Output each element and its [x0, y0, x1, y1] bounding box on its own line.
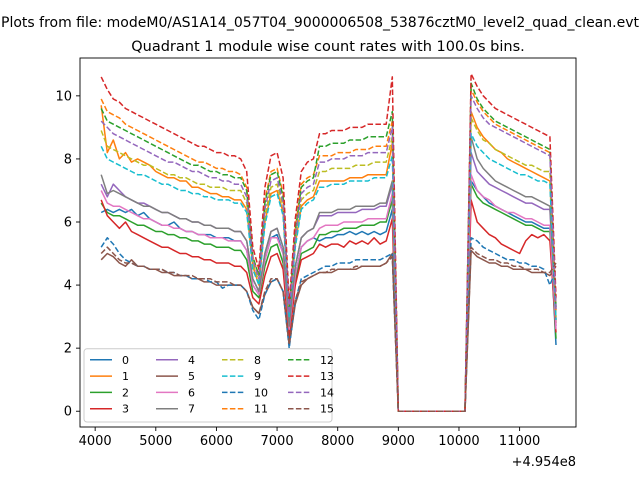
- legend-label-11: 11: [254, 403, 268, 416]
- legend-label-4: 4: [188, 354, 195, 367]
- legend-label-13: 13: [320, 370, 334, 383]
- y-axis: 0 2 4 6 8 10: [55, 89, 80, 420]
- legend-label-7: 7: [188, 403, 195, 416]
- y-tick-label: 2: [64, 342, 72, 357]
- legend-label-1: 1: [122, 370, 129, 383]
- series-line-7: [100, 136, 557, 412]
- legend-label-2: 2: [122, 386, 129, 399]
- legend-label-3: 3: [122, 403, 129, 416]
- legend-label-12: 12: [320, 354, 334, 367]
- y-tick-label: 8: [64, 152, 72, 167]
- legend-label-15: 15: [320, 403, 334, 416]
- legend-label-6: 6: [188, 386, 195, 399]
- x-tick-label: 5000: [139, 434, 172, 449]
- series-line-12: [100, 82, 557, 412]
- x-offset-label: +4.954e8: [512, 455, 576, 470]
- x-axis: 4000 5000 6000 7000 8000 9000 10000 11000: [79, 427, 540, 449]
- y-tick-label: 6: [64, 216, 72, 231]
- x-tick-label: 10000: [438, 434, 479, 449]
- series-line-8: [100, 117, 557, 412]
- series-line-6: [100, 173, 557, 412]
- x-tick-label: 7000: [261, 434, 294, 449]
- x-tick-label: 11000: [499, 434, 540, 449]
- legend-label-14: 14: [320, 386, 334, 399]
- y-tick-label: 0: [64, 405, 72, 420]
- legend-label-5: 5: [188, 370, 195, 383]
- series-layer: [100, 73, 557, 412]
- series-line-13: [100, 73, 557, 412]
- series-line-2: [100, 183, 557, 412]
- axes-frame: [79, 57, 577, 428]
- series-line-1: [100, 105, 557, 412]
- legend-label-10: 10: [254, 386, 268, 399]
- series-line-3: [100, 199, 557, 412]
- y-tick-label: 10: [55, 89, 72, 104]
- y-tick-label: 4: [64, 279, 72, 294]
- figure-title: Plots from file: modeM0/AS1A14_057T04_90…: [1, 15, 639, 31]
- series-line-14: [100, 95, 557, 412]
- legend-frame: [83, 348, 333, 423]
- legend-label-9: 9: [254, 370, 261, 383]
- plot-area: [100, 73, 557, 412]
- x-tick-label: 8000: [321, 434, 354, 449]
- series-line-9: [100, 132, 557, 412]
- x-tick-label: 4000: [79, 434, 112, 449]
- series-line-11: [100, 88, 557, 412]
- series-line-5: [100, 249, 557, 412]
- x-tick-label: 9000: [382, 434, 415, 449]
- x-tick-label: 6000: [200, 434, 233, 449]
- chart-title: Quadrant 1 module wise count rates with …: [131, 39, 525, 55]
- series-line-15: [100, 246, 557, 412]
- legend-label-0: 0: [122, 354, 129, 367]
- legend-label-8: 8: [254, 354, 261, 367]
